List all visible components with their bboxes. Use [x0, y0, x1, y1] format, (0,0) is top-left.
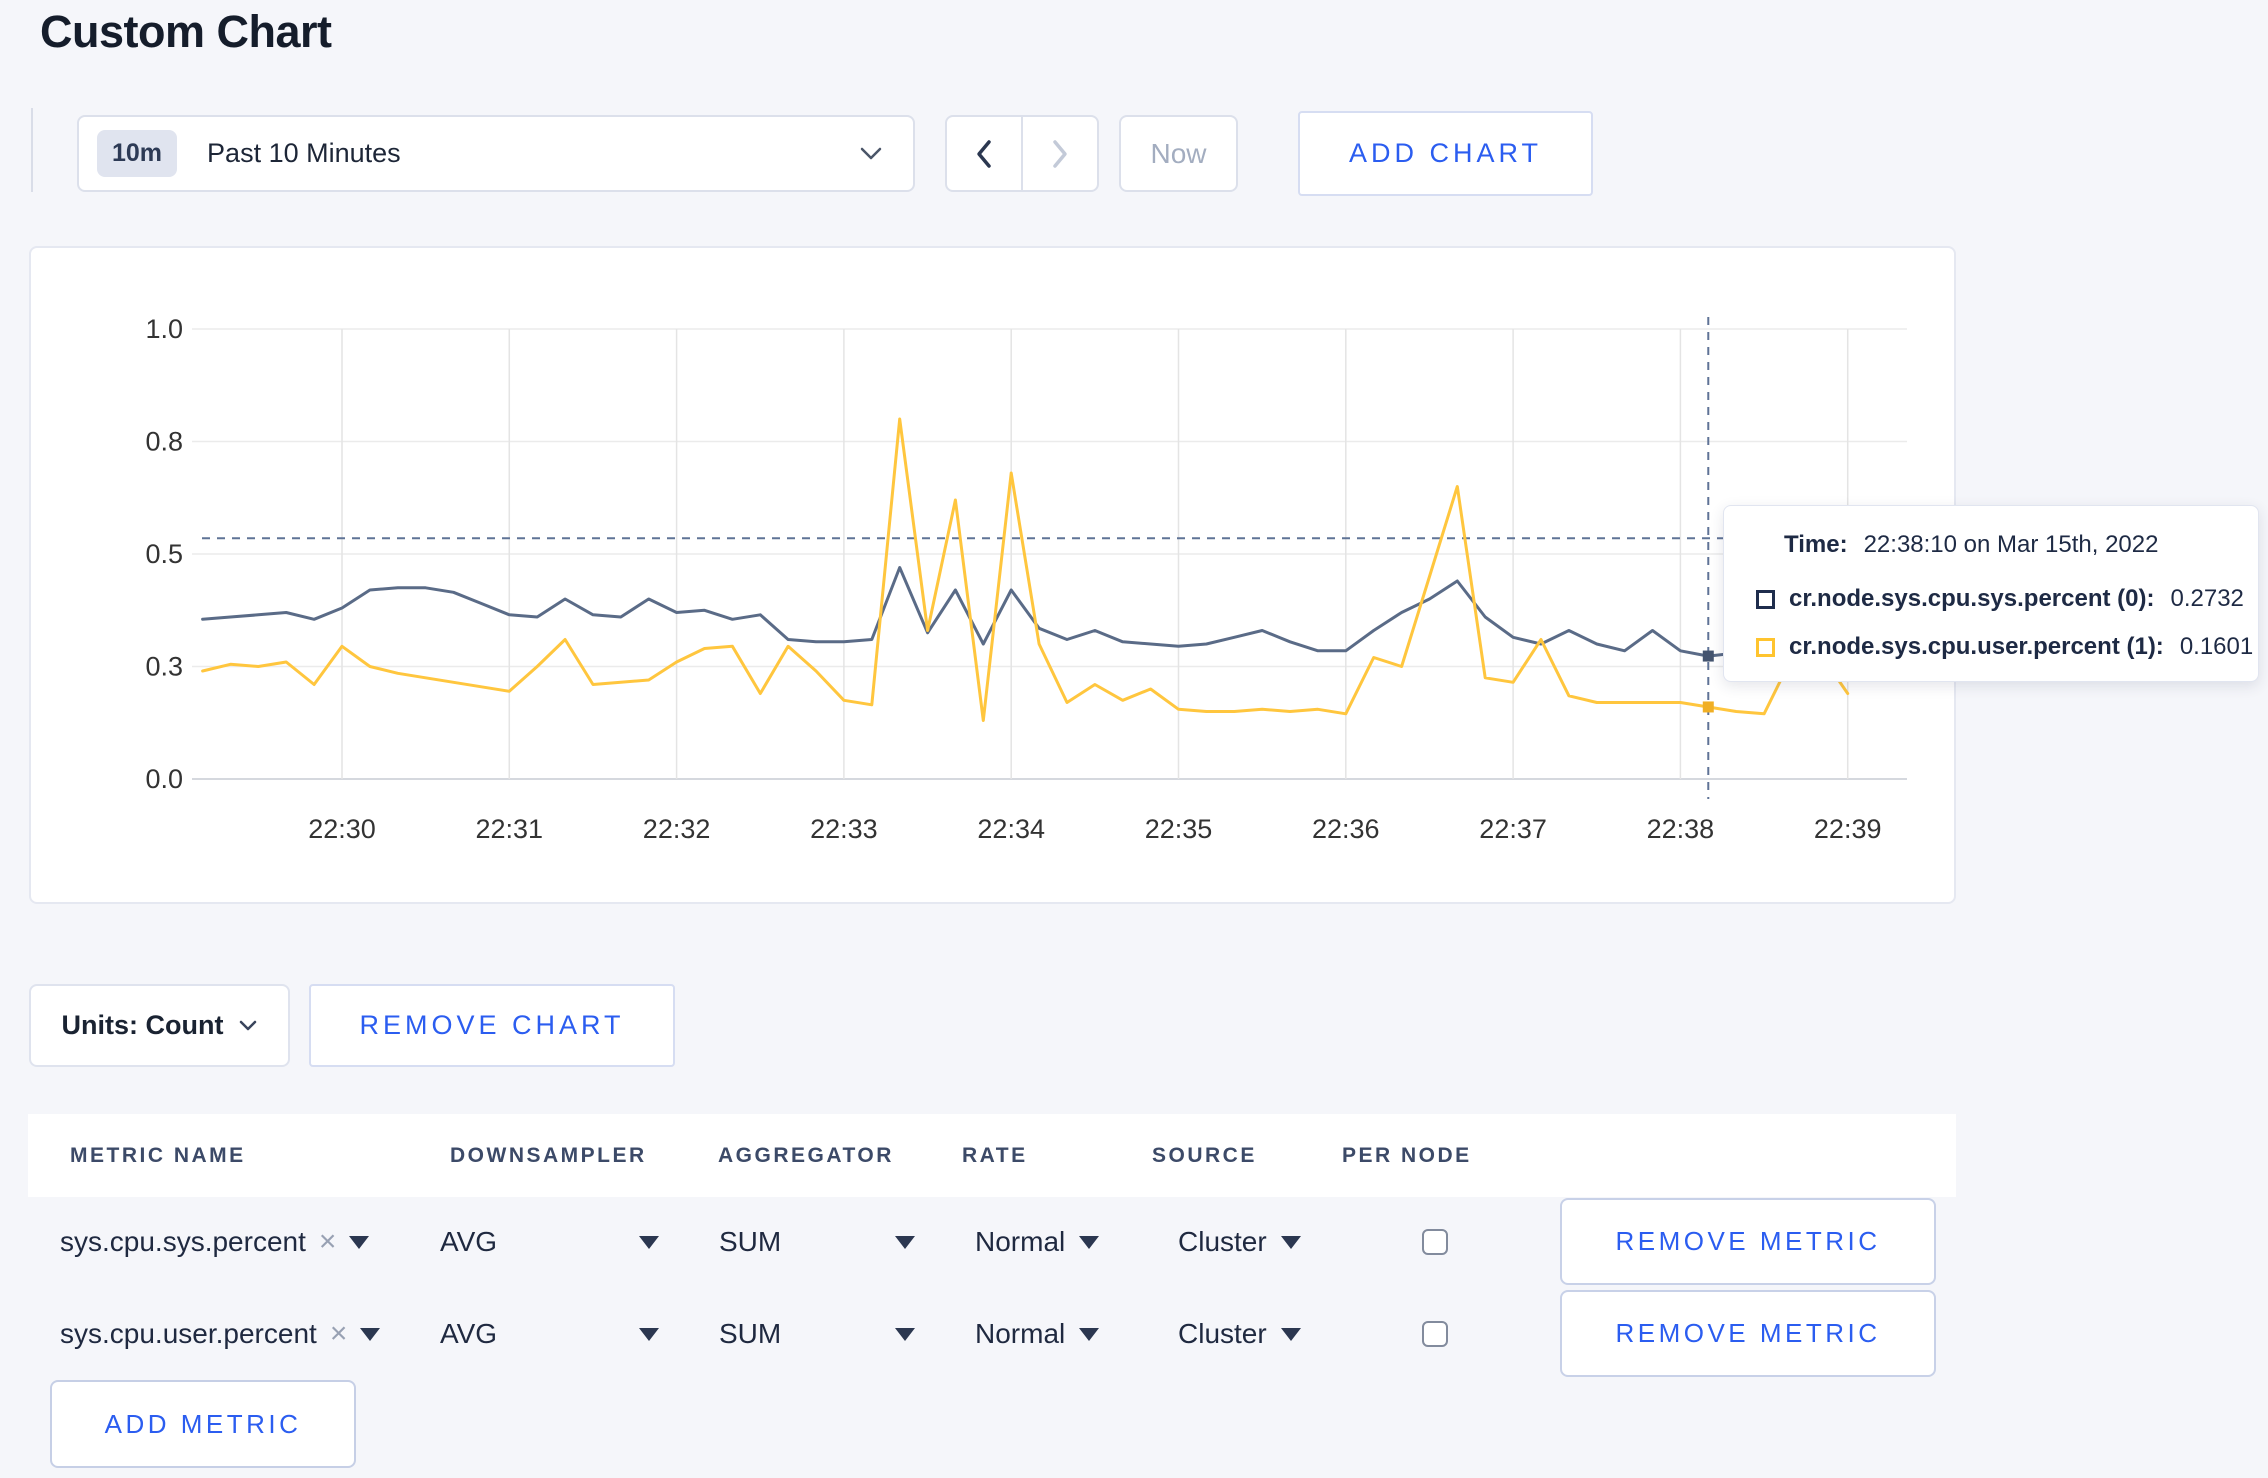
- time-window-label: Past 10 Minutes: [207, 138, 401, 168]
- remove-chart-button[interactable]: REMOVE CHART: [309, 984, 675, 1067]
- rate-select[interactable]: Normal: [975, 1196, 1100, 1288]
- per-node-checkbox[interactable]: [1422, 1229, 1448, 1255]
- header-per-node: PER NODE: [1342, 1143, 1472, 1167]
- rate-value: Normal: [975, 1226, 1066, 1257]
- y-axis-tick-label: 0.8: [145, 427, 183, 457]
- series-line-cr.node.sys.cpu.user.percent: [201, 417, 1850, 722]
- source-caret-icon: [1280, 1235, 1301, 1249]
- downsampler-caret-icon[interactable]: [639, 1327, 659, 1341]
- rate-caret-icon: [1079, 1327, 1100, 1341]
- remove-metric-button[interactable]: REMOVE METRIC: [1560, 1290, 1936, 1377]
- aggregator-caret-icon[interactable]: [895, 1235, 915, 1249]
- clear-metric-x-icon[interactable]: ×: [329, 1317, 348, 1350]
- time-window-badge: 10m: [97, 130, 178, 177]
- metric-name: sys.cpu.sys.percent: [60, 1226, 306, 1257]
- series-user-swatch-icon: [1756, 637, 1775, 657]
- time-pager: [945, 115, 1099, 192]
- add-metric-button[interactable]: ADD METRIC: [50, 1380, 356, 1468]
- metric-name-cell[interactable]: sys.cpu.sys.percent ×: [60, 1196, 370, 1288]
- source-value: Cluster: [1178, 1226, 1267, 1257]
- tooltip-time-label: Time:: [1784, 531, 1848, 558]
- now-button[interactable]: Now: [1119, 115, 1238, 192]
- chevron-right-icon: [1051, 139, 1069, 169]
- rate-caret-icon: [1079, 1235, 1100, 1249]
- x-axis-tick-label: 22:34: [977, 814, 1045, 844]
- x-axis-tick-label: 22:38: [1647, 814, 1715, 844]
- x-axis-tick-label: 22:31: [476, 814, 544, 844]
- aggregator-value[interactable]: SUM: [719, 1226, 782, 1257]
- tooltip-user-value: 0.1601: [2179, 633, 2254, 660]
- metric-table-row: sys.cpu.user.percent × AVG SUM Normal Cl…: [28, 1288, 1956, 1380]
- x-axis-tick-label: 22:37: [1479, 814, 1547, 844]
- rate-value: Normal: [975, 1318, 1066, 1349]
- metric-name-cell[interactable]: sys.cpu.user.percent ×: [60, 1288, 381, 1380]
- units-label: Units: Count: [61, 1010, 224, 1040]
- chart-tooltip: Time: 22:38:10 on Mar 15th, 2022 cr.node…: [1723, 505, 2259, 682]
- source-select[interactable]: Cluster: [1178, 1196, 1301, 1288]
- rate-select[interactable]: Normal: [975, 1288, 1100, 1380]
- metric-table-row: sys.cpu.sys.percent × AVG SUM Normal Clu…: [28, 1196, 1956, 1288]
- chart-card: 0.0 0.3 0.5 0.8 1.0 22:30 22:31 22:32 22:33 22:34…: [29, 246, 1956, 904]
- source-select[interactable]: Cluster: [1178, 1288, 1301, 1380]
- header-aggregator: AGGREGATOR: [718, 1143, 894, 1167]
- x-axis-tick-label: 22:33: [810, 814, 878, 844]
- y-axis-tick-label: 0.0: [145, 764, 183, 794]
- x-axis-tick-label: 22:30: [308, 814, 376, 844]
- x-axis-tick-label: 22:36: [1312, 814, 1380, 844]
- source-caret-icon: [1280, 1327, 1301, 1341]
- tooltip-sys-label: cr.node.sys.cpu.sys.percent (0):: [1789, 585, 2155, 612]
- highlight-point-cr.node.sys.cpu.user.percent: [1702, 701, 1714, 713]
- header-rate: RATE: [962, 1143, 1028, 1167]
- metric-name: sys.cpu.user.percent: [60, 1318, 317, 1349]
- downsampler-caret-icon[interactable]: [639, 1235, 659, 1249]
- header-source: SOURCE: [1152, 1143, 1257, 1167]
- metric-dropdown-caret-icon[interactable]: [360, 1327, 381, 1341]
- tooltip-user-label: cr.node.sys.cpu.user.percent (1):: [1789, 633, 2164, 660]
- per-node-checkbox[interactable]: [1422, 1321, 1448, 1347]
- highlight-point-cr.node.sys.cpu.sys.percent: [1702, 650, 1714, 662]
- aggregator-value[interactable]: SUM: [719, 1318, 782, 1349]
- x-axis-tick-label: 22:32: [643, 814, 711, 844]
- remove-metric-button[interactable]: REMOVE METRIC: [1560, 1198, 1936, 1285]
- x-axis-tick-label: 22:35: [1145, 814, 1213, 844]
- page-title: Custom Chart: [40, 6, 332, 57]
- header-downsampler: DOWNSAMPLER: [450, 1143, 647, 1167]
- y-axis-tick-label: 0.5: [145, 539, 183, 569]
- time-window-selector[interactable]: 10m Past 10 Minutes: [77, 115, 915, 192]
- y-axis-tick-label: 1.0: [145, 314, 183, 344]
- add-chart-button[interactable]: ADD CHART: [1298, 111, 1593, 196]
- downsampler-value[interactable]: AVG: [440, 1318, 498, 1349]
- series-line-cr.node.sys.cpu.sys.percent: [201, 566, 1850, 658]
- header-metric-name: METRIC NAME: [70, 1143, 246, 1167]
- chevron-left-icon: [975, 139, 993, 169]
- line-chart[interactable]: 0.0 0.3 0.5 0.8 1.0 22:30 22:31 22:32 22:33 22:34…: [31, 248, 1954, 902]
- x-axis-tick-label: 22:39: [1814, 814, 1882, 844]
- tooltip-time-value: 22:38:10 on Mar 15th, 2022: [1863, 531, 2159, 558]
- metrics-table-header: METRIC NAME DOWNSAMPLER AGGREGATOR RATE …: [28, 1114, 1956, 1197]
- y-axis-tick-label: 0.3: [145, 652, 183, 682]
- source-value: Cluster: [1178, 1318, 1267, 1349]
- prev-time-button[interactable]: [945, 115, 1022, 192]
- aggregator-caret-icon[interactable]: [895, 1327, 915, 1341]
- series-sys-swatch-icon: [1756, 589, 1775, 609]
- chevron-down-icon: [239, 1020, 257, 1032]
- toolbar-divider: [31, 108, 33, 192]
- next-time-button[interactable]: [1022, 115, 1099, 192]
- units-dropdown[interactable]: Units: Count: [29, 984, 290, 1067]
- tooltip-sys-value: 0.2732: [2170, 585, 2244, 612]
- chevron-down-icon: [859, 146, 883, 161]
- metric-dropdown-caret-icon[interactable]: [349, 1235, 370, 1249]
- downsampler-value[interactable]: AVG: [440, 1226, 498, 1257]
- clear-metric-x-icon[interactable]: ×: [318, 1225, 337, 1258]
